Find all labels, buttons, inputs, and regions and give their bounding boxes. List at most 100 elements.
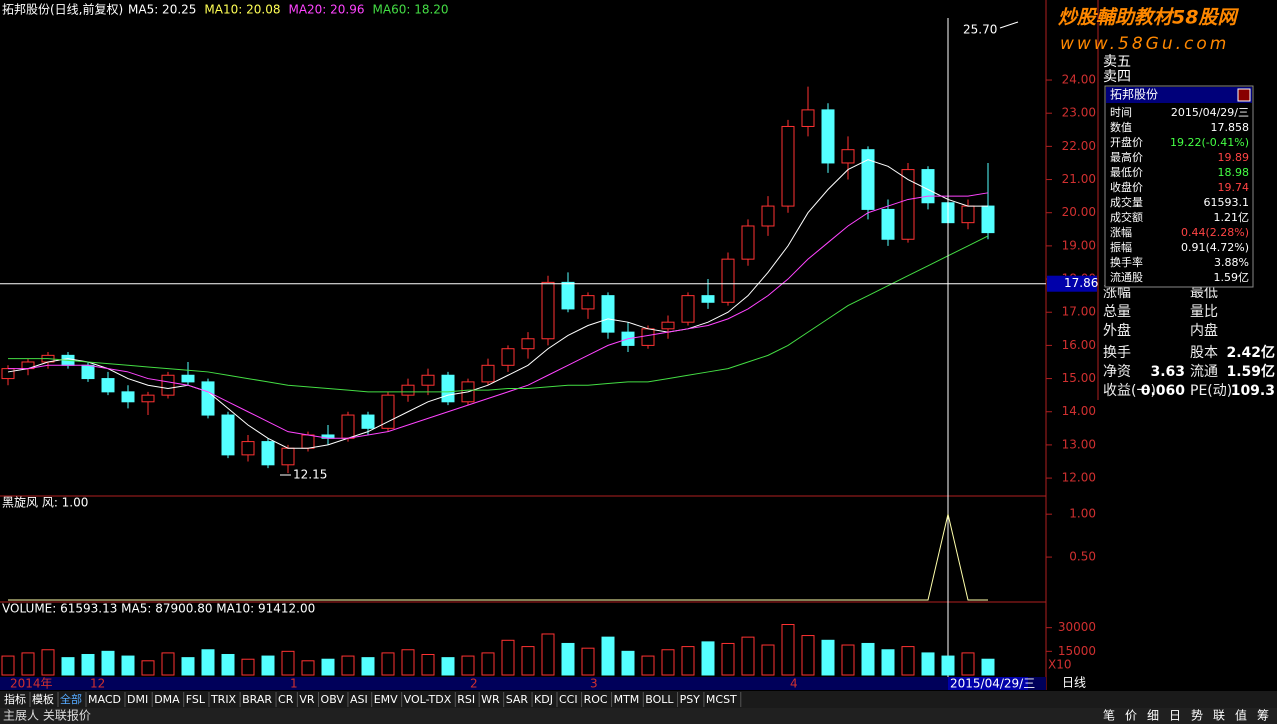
volume-bar — [541, 633, 555, 676]
y-tick-label: 0.50 — [1069, 550, 1096, 564]
x-tick-label: 1 — [290, 677, 298, 691]
tab[interactable]: OBV — [321, 693, 345, 706]
pane-title: 黑旋风 风: 1.00 — [2, 496, 88, 510]
tab[interactable]: EMV — [374, 693, 398, 706]
volume-bar — [621, 650, 635, 676]
candle-body — [821, 109, 835, 164]
footer-button[interactable]: 筹 — [1257, 709, 1269, 723]
volume-bar — [881, 649, 895, 676]
volume-bar — [761, 644, 775, 676]
candle-body — [201, 381, 215, 416]
candle-body — [601, 295, 615, 333]
quote-cell: 净资 — [1103, 364, 1131, 380]
tab[interactable]: BRAR — [242, 693, 272, 706]
volume-bar — [401, 649, 415, 676]
x-tick-label: 12 — [90, 677, 105, 691]
candle-body — [801, 109, 815, 127]
y-tick-label: 15000 — [1058, 644, 1096, 658]
tab[interactable]: MACD — [88, 693, 121, 706]
y-tick-label: 1.00 — [1069, 507, 1096, 521]
quote-cell: 量比 — [1190, 304, 1218, 320]
candle-body — [361, 414, 375, 429]
volume-bar — [61, 657, 75, 676]
candle-body — [701, 295, 715, 303]
y-tick-label: 19.00 — [1062, 238, 1096, 252]
volume-bar — [561, 642, 575, 676]
crosshair-date-tag — [948, 677, 1028, 690]
tab[interactable]: VR — [299, 693, 315, 706]
y-tick-label: 17.00 — [1062, 305, 1096, 319]
volume-bar — [181, 657, 195, 676]
footer-button[interactable]: 值 — [1235, 708, 1247, 723]
candle-body — [301, 434, 315, 449]
info-label: 最高价 — [1110, 150, 1143, 164]
footer-button[interactable]: 价 — [1125, 709, 1137, 723]
tab[interactable]: KDJ — [534, 693, 553, 706]
footer-button[interactable]: 日 — [1169, 709, 1181, 723]
tab[interactable]: BOLL — [645, 693, 674, 706]
volume-bar — [461, 655, 475, 676]
crosshair-date: 2015/04/29/三 — [950, 677, 1035, 691]
candle-body — [281, 447, 295, 466]
candle-body — [501, 348, 515, 366]
tab[interactable]: ASI — [350, 693, 368, 706]
candle-body — [521, 338, 535, 350]
candle-body — [881, 208, 895, 240]
tab[interactable]: TRIX — [210, 693, 237, 706]
quote-cell: 最低 — [1190, 285, 1218, 301]
volume-bar — [741, 636, 755, 676]
tab[interactable]: PSY — [680, 693, 701, 706]
pane-title: VOLUME: 61593.13 MA5: 87900.80 MA10: 914… — [2, 602, 315, 616]
quote-cell: 109.3 — [1231, 383, 1275, 399]
tab[interactable]: MTM — [614, 693, 640, 706]
volume-bar — [221, 653, 235, 676]
watermark-url: www.58Gu.com — [1060, 34, 1229, 54]
tab[interactable]: 全部 — [60, 692, 82, 706]
tab[interactable]: VOL-TDX — [404, 693, 452, 706]
tab[interactable]: RSI — [457, 693, 475, 706]
tab[interactable]: SAR — [506, 693, 529, 706]
close-button[interactable] — [1237, 88, 1251, 102]
tab[interactable]: WR — [481, 693, 500, 706]
tab[interactable]: DMI — [127, 693, 148, 706]
tab[interactable]: 指标 — [4, 692, 26, 706]
volume-bar — [321, 658, 335, 676]
quote-cell: 内盘 — [1190, 322, 1218, 339]
footer-button[interactable]: 笔 — [1103, 708, 1115, 723]
footer-button[interactable]: 势 — [1191, 709, 1203, 723]
tab[interactable]: ROC — [584, 693, 608, 706]
tab[interactable]: DMA — [154, 693, 180, 706]
volume-bar — [441, 657, 455, 676]
volume-bar — [681, 646, 695, 676]
candle-body — [481, 364, 495, 383]
annotation: 12.15 — [293, 468, 327, 482]
candle-body — [661, 321, 675, 330]
volume-bar — [701, 641, 715, 676]
tab[interactable]: 模板 — [32, 692, 54, 706]
tab[interactable]: CCI — [559, 693, 578, 706]
quote-cell: 0.060 — [1141, 383, 1186, 399]
tab[interactable]: CR — [278, 693, 294, 706]
info-label: 成交额 — [1110, 210, 1143, 224]
tab[interactable]: MCST — [706, 693, 737, 706]
quote-cell: 换手 — [1103, 344, 1131, 361]
candle-body — [721, 258, 735, 303]
date-strip — [0, 677, 1046, 690]
info-title: 拓邦股份 — [1110, 88, 1158, 102]
candle-body — [181, 374, 195, 383]
crosshair-value: 17.86 — [1064, 276, 1098, 290]
unit-label: X10 — [1048, 658, 1072, 672]
x-tick-label: 2014年 — [10, 677, 53, 691]
tab[interactable]: FSL — [186, 693, 206, 706]
volume-bar — [381, 652, 395, 676]
footer-button[interactable]: 细 — [1147, 709, 1159, 723]
ma-line — [8, 192, 989, 439]
info-value: 19.22(-0.41%) — [1170, 136, 1249, 149]
candle-body — [781, 125, 795, 207]
footer-button[interactable]: 联 — [1213, 709, 1225, 723]
period-label[interactable]: 日线 — [1062, 676, 1086, 690]
candle-body — [981, 205, 995, 234]
quote-cell: 总量 — [1103, 304, 1131, 320]
volume-bar — [341, 655, 355, 676]
